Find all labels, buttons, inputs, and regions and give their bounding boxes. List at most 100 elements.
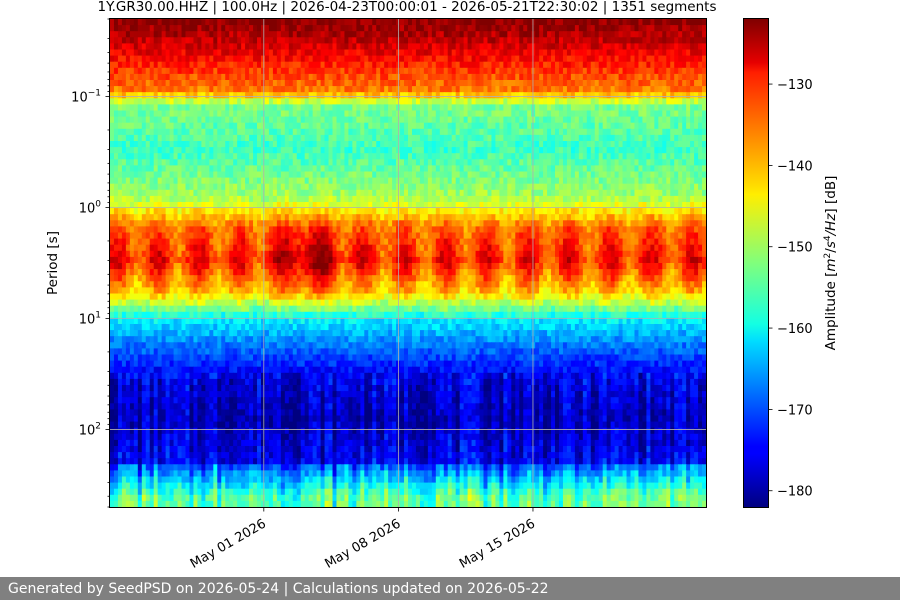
heatmap-cell — [125, 31, 131, 38]
heatmap-cell — [233, 67, 238, 75]
heatmap-cell — [308, 49, 314, 57]
heatmap-cell — [578, 128, 584, 136]
heatmap-cell — [479, 128, 485, 136]
heatmap-cell — [169, 189, 175, 197]
heatmap-cell — [694, 202, 699, 209]
heatmap-cell — [384, 183, 389, 191]
heatmap-cell — [686, 55, 691, 63]
heatmap-cell — [678, 43, 683, 51]
heatmap-cell — [535, 49, 540, 57]
heatmap-cell — [658, 214, 663, 221]
heatmap-cell — [312, 31, 318, 38]
heatmap-cell — [241, 92, 246, 99]
heatmap-cell — [535, 67, 540, 75]
heatmap-cell — [702, 159, 707, 166]
heatmap-cell — [117, 147, 123, 154]
heatmap-cell — [400, 116, 405, 124]
heatmap-cell — [201, 43, 206, 51]
heatmap-cell — [646, 147, 651, 154]
heatmap-cell — [586, 165, 592, 173]
heatmap-cell — [690, 134, 695, 142]
heatmap-cell — [535, 73, 540, 81]
heatmap-cell — [475, 122, 481, 130]
heatmap-cell — [698, 202, 703, 209]
heatmap-cell — [404, 165, 409, 173]
heatmap-cell — [515, 43, 520, 51]
heatmap-cell — [125, 214, 131, 221]
heatmap-cell — [622, 49, 628, 57]
heatmap-cell — [312, 195, 318, 203]
heatmap-cell — [149, 141, 155, 148]
heatmap-cell — [666, 141, 671, 148]
heatmap-cell — [662, 141, 667, 148]
heatmap-cell — [161, 159, 167, 166]
heatmap-cell — [594, 86, 600, 93]
heatmap-cell — [463, 25, 469, 32]
heatmap-cell — [384, 86, 389, 93]
heatmap-cell — [264, 104, 270, 112]
heatmap-cell — [662, 37, 667, 44]
heatmap-cell — [487, 159, 493, 166]
heatmap-cell — [634, 134, 640, 142]
heatmap-cell — [384, 67, 389, 75]
heatmap-cell — [678, 31, 683, 38]
heatmap-cell — [241, 49, 246, 57]
heatmap-cell — [467, 134, 473, 142]
heatmap-cell — [503, 122, 508, 130]
heatmap-cell — [392, 171, 397, 179]
heatmap-cell — [555, 104, 560, 112]
heatmap-cell — [475, 98, 481, 105]
heatmap-cell — [423, 110, 429, 118]
heatmap-cell — [562, 86, 568, 93]
heatmap-cell — [320, 183, 326, 191]
heatmap-cell — [499, 134, 504, 142]
heatmap-cell — [260, 177, 266, 185]
heatmap-cell — [340, 214, 346, 221]
heatmap-cell — [141, 86, 147, 93]
heatmap-cell — [690, 19, 695, 26]
heatmap-cell — [455, 67, 461, 75]
heatmap-cell — [288, 122, 294, 130]
heatmap-cell — [503, 25, 508, 32]
heatmap-cell — [380, 55, 385, 63]
heatmap-cell — [233, 147, 238, 154]
heatmap-cell — [221, 134, 226, 142]
heatmap-cell — [400, 171, 405, 179]
heatmap-cell — [690, 208, 695, 215]
heatmap-cell — [590, 134, 596, 142]
heatmap-cell — [543, 86, 548, 93]
heatmap-cell — [320, 214, 326, 221]
heatmap-cell — [630, 49, 636, 57]
heatmap-cell — [515, 55, 520, 63]
heatmap-cell — [690, 55, 695, 63]
heatmap-cell — [638, 165, 644, 173]
heatmap-cell — [121, 67, 127, 75]
heatmap-cell — [264, 147, 270, 154]
heatmap-cell — [340, 92, 346, 99]
heatmap-cell — [137, 19, 143, 26]
heatmap-cell — [539, 208, 544, 215]
heatmap-cell — [201, 214, 206, 221]
heatmap-cell — [213, 183, 218, 191]
heatmap-cell — [570, 61, 576, 69]
heatmap-cell — [133, 214, 139, 221]
heatmap-cell — [658, 195, 663, 203]
heatmap-cell — [455, 37, 461, 44]
heatmap-cell — [539, 153, 544, 160]
heatmap-cell — [515, 86, 520, 93]
heatmap-cell — [435, 122, 441, 130]
heatmap-cell — [110, 147, 115, 154]
heatmap-cell — [400, 128, 405, 136]
heatmap-cell — [133, 61, 139, 69]
heatmap-cell — [527, 141, 532, 148]
heatmap-cell — [547, 86, 552, 93]
heatmap-cell — [447, 67, 453, 75]
heatmap-cell — [312, 171, 318, 179]
heatmap-cell — [586, 61, 592, 69]
heatmap-cell — [340, 141, 346, 148]
heatmap-cell — [129, 98, 135, 105]
heatmap-cell — [380, 19, 385, 26]
heatmap-cell — [487, 92, 493, 99]
heatmap-cell — [471, 141, 477, 148]
heatmap-cell — [280, 49, 286, 57]
